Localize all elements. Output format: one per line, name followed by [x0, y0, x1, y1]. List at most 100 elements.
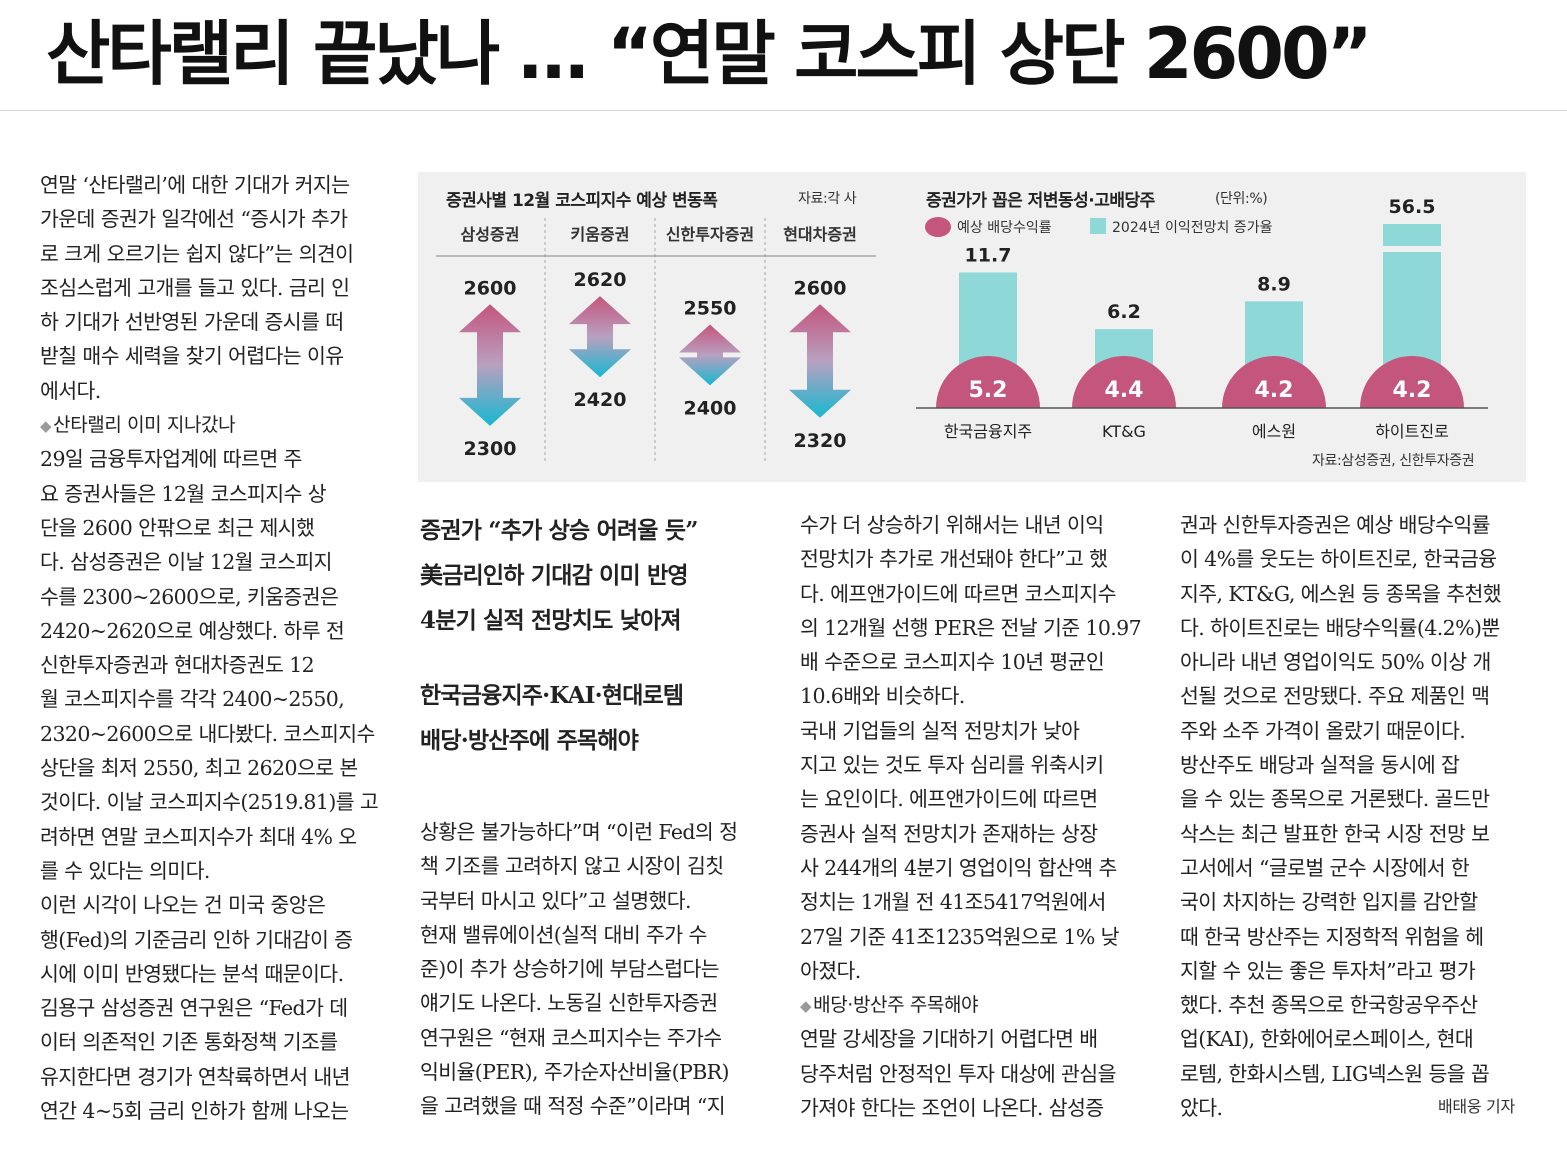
article-line: 신한투자증권과 현대차증권도 12 — [40, 653, 315, 678]
dividend-value-label: 4.2 — [1255, 378, 1294, 403]
range-high-label: 2550 — [684, 298, 737, 320]
article-line: 국부터 마시고 있다”고 설명했다. — [420, 888, 692, 913]
article-line: 방산주도 배당과 실적을 동시에 잡 — [1180, 753, 1460, 778]
article-line: 김용구 삼성증권 연구원은 “Fed가 데 — [40, 996, 348, 1021]
bar-chart: 예상 배당수익률 2024년 이익전망치 증가율 11.7 5.2 한국금융지주 6.2 4… — [916, 196, 1488, 441]
article-line: 국이 차지하는 강력한 입지를 감안할 — [1180, 890, 1478, 915]
article-line: 다. 하이트진로는 배당수익률(4.2%)뿐 — [1180, 615, 1500, 640]
bar-category-label: 하이트진로 — [1375, 422, 1449, 441]
article-line: 했다. 추천 종목으로 한국항공우주산 — [1180, 993, 1478, 1018]
legend-growth-swatch — [1090, 218, 1106, 234]
article-line: 아니라 내년 영업이익도 50% 이상 개 — [1180, 650, 1491, 675]
range-low-label: 2400 — [684, 397, 737, 419]
article-line: 전망치가 추가로 개선돼야 한다”고 했 — [800, 547, 1108, 572]
article-line: 의 12개월 선행 PER은 전날 기준 10.97 — [800, 615, 1142, 640]
article-line: 연구원은 “현재 코스피지수는 주가수 — [420, 1025, 722, 1050]
article-line: 삭스는 최근 발표한 한국 시장 전망 보 — [1180, 821, 1490, 846]
article-line: 주와 소주 가격이 올랐기 때문이다. — [1180, 718, 1466, 743]
range-category-label: 현대차증권 — [783, 225, 857, 244]
range-arrow — [679, 324, 741, 386]
bar-chart-title: 증권가가 꼽은 저변동성·고배당주 — [926, 191, 1155, 211]
article-line: 지주, KT&G, 에스원 등 종목을 추천했 — [1180, 581, 1502, 606]
article-line: 단을 2600 안팎으로 최근 제시했 — [40, 515, 315, 540]
article-line: 았다. — [1180, 1096, 1223, 1121]
article-line: 10.6배와 비슷하다. — [800, 684, 965, 709]
dek-line-3: 4분기 실적 전망치도 낮아져 — [420, 607, 682, 634]
article-line: 이런 시각이 나오는 건 미국 중앙은 — [40, 893, 326, 918]
article-line: 준)이 추가 상승하기에 부담스럽다는 — [420, 957, 720, 982]
article-line: 국내 기업들의 실적 전망치가 낮아 — [800, 718, 1080, 743]
dek-line-5: 배당·방산주에 주목해야 — [420, 727, 639, 754]
article-line: 수를 2300~2600으로, 키움증권은 — [40, 584, 339, 609]
article-line: 정치는 1개월 전 41조5417억원에서 — [800, 890, 1106, 915]
article-line: 권과 신한투자증권은 예상 배당수익률 — [1180, 513, 1491, 537]
dividend-value-label: 5.2 — [969, 378, 1008, 403]
article-line: 를 수 있다는 의미다. — [40, 858, 210, 883]
bar-chart-unit: (단위:%) — [1215, 191, 1268, 207]
article-line: 업(KAI), 한화에어로스페이스, 현대 — [1180, 1027, 1474, 1052]
range-arrow — [569, 296, 631, 378]
range-low-label: 2300 — [464, 438, 517, 460]
article-line: 고서에서 “글로벌 군수 시장에서 한 — [1180, 855, 1470, 880]
range-chart-title: 증권사별 12월 코스피지수 예상 변동폭 — [446, 191, 718, 211]
article-line: 에서다. — [40, 378, 101, 403]
article-line: 로 크게 오르기는 쉽지 않다”는 의견이 — [40, 241, 354, 266]
article-column-4: 권과 신한투자증권은 예상 배당수익률 이 4%를 웃도는 하이트진로, 한국금융… — [1180, 508, 1530, 1125]
subheadline: 증권가 “추가 상승 어려울 듯” 美금리인하 기대감 이미 반영 4분기 실적… — [420, 508, 780, 763]
article-line: 것이다. 이날 코스피지수(2519.81)를 고 — [40, 790, 379, 815]
article-line: 얘기도 나온다. 노동길 신한투자증권 — [420, 991, 718, 1016]
headline-rule — [0, 110, 1567, 111]
infographic: 증권사별 12월 코스피지수 예상 변동폭 자료:각 사 삼성증권 키움증권 신한투… — [418, 172, 1526, 482]
article-line: 아졌다. — [800, 958, 861, 983]
article-line: 조심스럽게 고개를 들고 있다. 금리 인 — [40, 275, 350, 300]
article-line: 받칠 매수 세력을 찾기 어렵다는 이유 — [40, 344, 344, 369]
range-chart-source: 자료:각 사 — [798, 191, 857, 207]
bar-category-label: 한국금융지주 — [944, 422, 1032, 441]
article-line: 사 244개의 4분기 영업이익 합산액 추 — [800, 855, 1117, 880]
headline: 산타랠리 끝났나 … “연말 코스피 상단 2600” — [46, 13, 1373, 95]
dividend-semicircle — [1222, 356, 1326, 408]
bar-category-label: KT&G — [1102, 422, 1146, 441]
article-line: 27일 기준 41조1235억원으로 1% 낮 — [800, 924, 1119, 949]
article-line: 을 고려했을 때 적정 수준”이라며 “지 — [420, 1094, 726, 1119]
article-line: 29일 금융투자업계에 따르면 주 — [40, 447, 302, 472]
article-line: 지할 수 있는 좋은 투자처”라고 평가 — [1180, 958, 1476, 983]
article-line: 수가 더 상승하기 위해서는 내년 이익 — [800, 513, 1104, 537]
article-line: 유지한다면 경기가 연착륙하면서 내년 — [40, 1064, 351, 1089]
article-line: 현재 밸류에이션(실적 대비 주가 수 — [420, 922, 707, 947]
article-line: 가져야 한다는 조언이 나온다. 삼성증 — [800, 1096, 1104, 1121]
legend-dividend-label: 예상 배당수익률 — [957, 220, 1052, 236]
dividend-semicircle — [1360, 356, 1464, 408]
article-line: 다. 에프앤가이드에 따르면 코스피지수 — [800, 581, 1116, 606]
growth-value-label: 8.9 — [1257, 273, 1291, 295]
byline: 배태웅 기자 — [1438, 1097, 1515, 1116]
article-line: 가운데 증권가 일각에선 “증시가 추가 — [40, 207, 348, 232]
article-line: 는 요인이다. 에프앤가이드에 따르면 — [800, 787, 1098, 812]
range-high-label: 2600 — [794, 277, 847, 299]
legend-dividend-swatch — [925, 217, 951, 237]
growth-value-label: 11.7 — [965, 244, 1012, 266]
legend-growth-label: 2024년 이익전망치 증가율 — [1112, 220, 1273, 236]
article-line: 책 기조를 고려하지 않고 시장이 김칫 — [420, 854, 724, 879]
bar-chart-source: 자료:삼성증권, 신한투자증권 — [1312, 453, 1475, 469]
section-subhead: 산타랠리 이미 지나갔나 — [40, 408, 390, 442]
article-line: 요 증권사들은 12월 코스피지수 상 — [40, 481, 327, 506]
article-line: 상황은 불가능하다”며 “이런 Fed의 정 — [420, 820, 738, 844]
dividend-semicircle — [936, 356, 1040, 408]
range-high-label: 2600 — [464, 277, 517, 299]
article-line: 익비율(PER), 주가순자산비율(PBR) — [420, 1060, 730, 1085]
growth-value-label: 56.5 — [1389, 196, 1436, 218]
article-line: 연간 4~5회 금리 인하가 함께 나오는 — [40, 1099, 349, 1124]
article-line: 2420~2620으로 예상했다. 하루 전 — [40, 618, 345, 643]
growth-value-label: 6.2 — [1107, 301, 1141, 323]
article-line: 월 코스피지수를 각각 2400~2550, — [40, 687, 345, 712]
range-category-label: 키움증권 — [571, 225, 630, 244]
bar-category-label: 에스원 — [1252, 422, 1296, 441]
article-line: 시에 이미 반영됐다는 분석 때문이다. — [40, 961, 344, 986]
range-category-label: 신한투자증권 — [666, 225, 754, 244]
article-line: 연말 ‘산타랠리’에 대한 기대가 커지는 — [40, 173, 350, 197]
article-line: 행(Fed)의 기준금리 인하 기대감이 증 — [40, 927, 353, 952]
range-arrow — [459, 304, 521, 426]
